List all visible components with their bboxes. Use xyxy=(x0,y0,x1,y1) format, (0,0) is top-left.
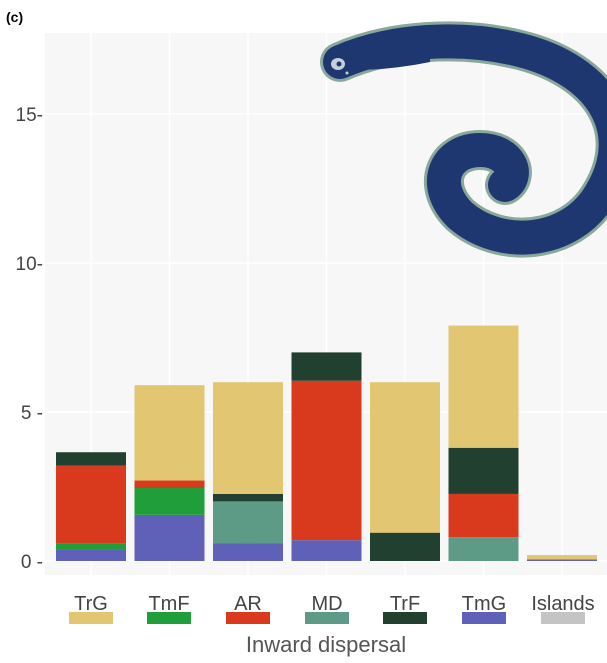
legend-swatch xyxy=(69,612,113,624)
legend-swatch xyxy=(226,612,270,624)
legend-swatch xyxy=(383,612,427,624)
legend-label: TrG xyxy=(74,593,108,615)
legend-label: TmG xyxy=(462,593,506,615)
legend-swatch xyxy=(305,612,349,624)
y-tick-label: 0 - xyxy=(21,552,43,573)
legend: TrG TmF AR MD TrF TmG Islands xyxy=(69,593,595,624)
bar-stacks xyxy=(56,325,597,561)
y-tick-label: 15- xyxy=(16,105,43,126)
y-axis: 0 - 5 - 10- 15- xyxy=(16,105,43,573)
y-tick-label: 5 - xyxy=(21,403,43,424)
bar-segment-tmf xyxy=(56,543,126,550)
bar-segment-trg xyxy=(527,555,597,560)
bar-segment-ar xyxy=(291,380,362,541)
bar-segment-trg xyxy=(213,382,283,494)
legend-swatch xyxy=(147,612,191,624)
snake-illustration-icon xyxy=(320,21,607,258)
bar-segment-trf xyxy=(56,452,126,466)
bar-segment-trf xyxy=(370,532,440,561)
bar-segment-tmf xyxy=(134,487,205,515)
bar-segment-tmg xyxy=(527,559,597,561)
bar-segment-tmg xyxy=(134,514,205,561)
bar-segment-trf xyxy=(213,493,283,502)
panel-label: (c) xyxy=(6,9,23,25)
bar-segment-tmg xyxy=(213,543,283,561)
legend-swatch xyxy=(541,612,585,624)
bar-segment-trg xyxy=(370,382,440,533)
bar-segment-tmg xyxy=(56,549,126,561)
bar-segment-md xyxy=(213,501,283,544)
bar-segment-trf xyxy=(291,352,362,381)
legend-swatch xyxy=(462,612,506,624)
bar-segment-ar xyxy=(448,493,519,538)
bar-segment-tmg xyxy=(291,540,362,561)
legend-label: MD xyxy=(311,593,342,615)
legend-label: TrF xyxy=(390,593,420,615)
x-axis-label: Inward dispersal xyxy=(246,632,406,657)
bar-segment-ar xyxy=(56,465,126,544)
bar-segment-trg xyxy=(134,385,205,481)
legend-label: AR xyxy=(234,593,262,615)
bar-segment-trg xyxy=(448,325,519,448)
legend-label: TmF xyxy=(148,593,189,615)
bar-segment-md xyxy=(448,537,519,561)
legend-label: Islands xyxy=(531,593,594,615)
bar-segment-ar xyxy=(134,480,205,488)
y-tick-label: 10- xyxy=(16,254,43,275)
bar-segment-trf xyxy=(448,447,519,494)
